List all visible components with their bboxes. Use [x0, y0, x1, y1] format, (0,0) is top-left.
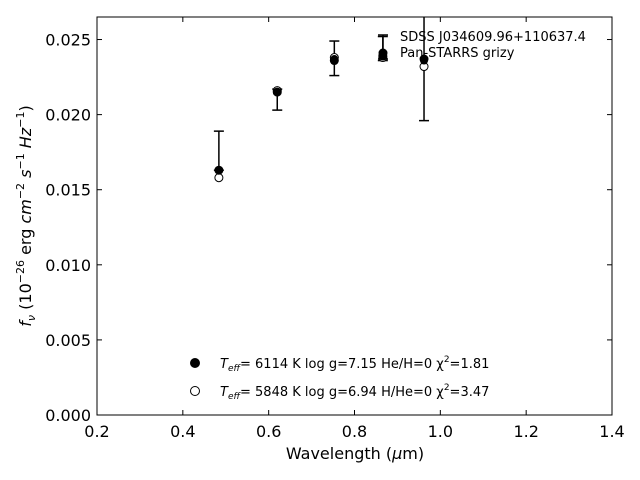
legend-model-2-label: Teff= 5848 K log g=6.94 H/He=0 χ2=3.47	[220, 383, 489, 402]
y-tick-label: 0.005	[45, 331, 91, 350]
legend-point-symbol	[378, 48, 388, 58]
y-tick-label: 0.000	[45, 406, 91, 425]
x-tick-label: 1.0	[428, 422, 453, 441]
legend-object-title: SDSS J034609.96+110637.4	[400, 30, 586, 45]
legend-bottom: Teff= 6114 K log g=7.15 He/H=0 χ2=1.81 T…	[190, 355, 489, 402]
y-tick-label: 0.015	[45, 181, 91, 200]
legend-model-1-label: Teff= 6114 K log g=7.15 He/H=0 χ2=1.81	[220, 355, 489, 374]
y-axis-label: fν (10−26 erg cm−2 s−1 Hz−1)	[14, 105, 38, 326]
model-1-point	[272, 87, 282, 97]
y-tick-label: 0.025	[45, 31, 91, 50]
model-2-point	[214, 173, 224, 183]
y-tick-label: 0.020	[45, 106, 91, 125]
x-axis-label: Wavelength (μm)	[286, 444, 424, 463]
legend-filled-marker	[190, 358, 200, 368]
x-tick-label: 0.6	[256, 422, 281, 441]
x-tick-label: 0.4	[170, 422, 195, 441]
model-1-point	[214, 165, 224, 175]
model-1-point	[419, 54, 429, 64]
axis-ticks: 0.2 0.4 0.6 0.8 1.0 1.2 1.4 0.000 0.005 0.010 0.01…	[45, 17, 625, 441]
plot-marks	[213, 17, 430, 183]
x-tick-label: 0.8	[342, 422, 367, 441]
x-tick-label: 1.2	[513, 422, 538, 441]
plot-frame	[96, 16, 613, 416]
x-tick-label: 0.2	[84, 422, 109, 441]
legend-series-name: Pan-STARRS grizy	[400, 46, 515, 61]
x-tick-label: 1.4	[599, 422, 624, 441]
legend-open-marker	[190, 386, 200, 396]
y-tick-label: 0.010	[45, 256, 91, 275]
model-1-point	[329, 56, 339, 66]
legend-top: SDSS J034609.96+110637.4 Pan-STARRS griz…	[378, 30, 586, 61]
